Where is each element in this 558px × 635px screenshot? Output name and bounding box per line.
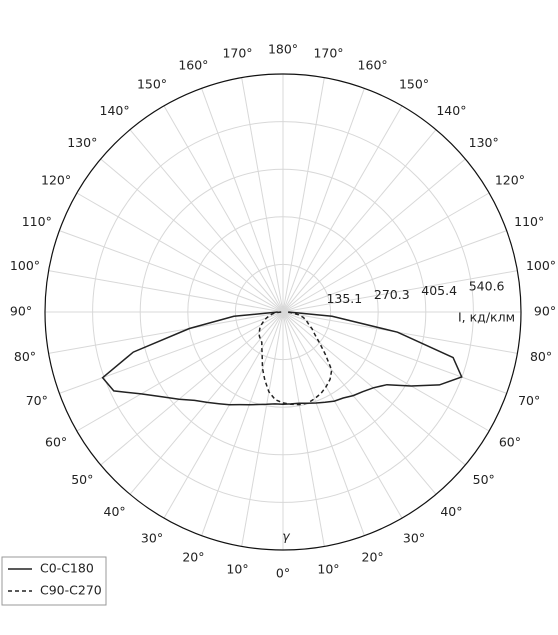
radial-tick-label: 135.1 <box>326 291 362 306</box>
angle-tick-label: 100° <box>10 258 40 273</box>
angle-tick-label: 120° <box>41 173 71 188</box>
angle-tick-label: 110° <box>514 214 544 229</box>
legend-label: C0-C180 <box>40 561 94 576</box>
angle-tick-label: 90° <box>10 304 32 319</box>
angle-tick-label: 80° <box>530 349 552 364</box>
angle-tick-label: 110° <box>22 214 52 229</box>
angle-tick-label: 160° <box>358 57 388 72</box>
grid-spoke <box>59 230 284 313</box>
angle-tick-label: 180° <box>268 42 298 57</box>
intensity-curve <box>258 311 333 406</box>
angle-tick-label: 150° <box>137 77 167 92</box>
grid-spoke <box>129 311 284 495</box>
grid-spoke <box>282 311 507 394</box>
grid-spoke <box>100 158 284 313</box>
legend-label: C90-C270 <box>40 583 102 598</box>
angle-tick-label: 170° <box>222 45 252 60</box>
outer-circle <box>44 73 522 551</box>
angle-tick-label: 90° <box>534 304 556 319</box>
angle-tick-label: 80° <box>14 349 36 364</box>
radial-axis-label: I, кд/клм <box>458 310 515 325</box>
grid-spoke <box>59 311 284 394</box>
grid-spoke <box>100 311 284 466</box>
grid-spoke <box>163 311 284 519</box>
angle-tick-label: 40° <box>104 504 126 519</box>
angle-tick-label: 150° <box>399 77 429 92</box>
angle-tick-label: 30° <box>141 530 163 545</box>
grid-ring <box>139 168 427 456</box>
grid-spoke <box>282 311 365 536</box>
angle-tick-label: 70° <box>518 393 540 408</box>
grid-spoke <box>282 88 365 313</box>
angle-tick-label: 0° <box>276 566 290 581</box>
grid-spoke <box>163 105 284 313</box>
grid-spoke <box>129 129 284 313</box>
grid-spoke <box>282 158 466 313</box>
grid-spoke <box>282 311 490 432</box>
angle-tick-label: 20° <box>362 550 384 565</box>
grid-spoke <box>201 88 284 313</box>
angle-tick-label: 140° <box>436 103 466 118</box>
grid-ring <box>187 216 379 408</box>
grid-spoke <box>241 77 284 313</box>
angle-tick-label: 100° <box>526 258 556 273</box>
grid-ring <box>234 263 332 361</box>
angle-tick-label: 160° <box>178 57 208 72</box>
legend-box <box>1 556 107 606</box>
grid-spoke <box>282 129 437 313</box>
angle-tick-label: 10° <box>226 562 248 577</box>
grid-spoke <box>241 311 284 547</box>
angle-tick-label: 60° <box>45 435 67 450</box>
grid-spoke <box>201 311 284 536</box>
angle-tick-label: 50° <box>473 472 495 487</box>
grid-spoke <box>282 270 518 313</box>
angle-tick-label: 130° <box>469 135 499 150</box>
angle-tick-label: 40° <box>440 504 462 519</box>
grid-spoke <box>76 311 284 432</box>
grid-spoke <box>282 105 403 313</box>
angle-tick-label: 30° <box>403 530 425 545</box>
angle-tick-label: 10° <box>317 562 339 577</box>
grid-spoke <box>282 311 466 466</box>
angle-tick-label: 130° <box>67 135 97 150</box>
grid-spoke <box>282 311 325 547</box>
angle-tick-label: 20° <box>182 550 204 565</box>
grid-spoke <box>48 270 284 313</box>
radial-tick-label: 270.3 <box>374 287 410 302</box>
grid-spoke <box>282 192 490 313</box>
angle-tick-label: 120° <box>495 173 525 188</box>
angle-tick-label: 70° <box>26 393 48 408</box>
angle-tick-label: 170° <box>313 45 343 60</box>
intensity-curve <box>101 311 463 406</box>
radial-tick-label: 405.4 <box>421 283 457 298</box>
grid-spoke <box>48 311 284 354</box>
radial-tick-label: 540.6 <box>469 279 505 294</box>
angle-tick-label: 50° <box>71 472 93 487</box>
angle-tick-label: 60° <box>499 435 521 450</box>
grid-spoke <box>282 311 403 519</box>
grid-spoke <box>282 77 325 313</box>
grid-ring <box>92 121 474 503</box>
angle-tick-label: 140° <box>100 103 130 118</box>
grid-spoke <box>76 192 284 313</box>
grid-spoke <box>282 230 507 313</box>
grid-spoke <box>282 311 437 495</box>
angle-axis-label: γ <box>282 529 290 544</box>
